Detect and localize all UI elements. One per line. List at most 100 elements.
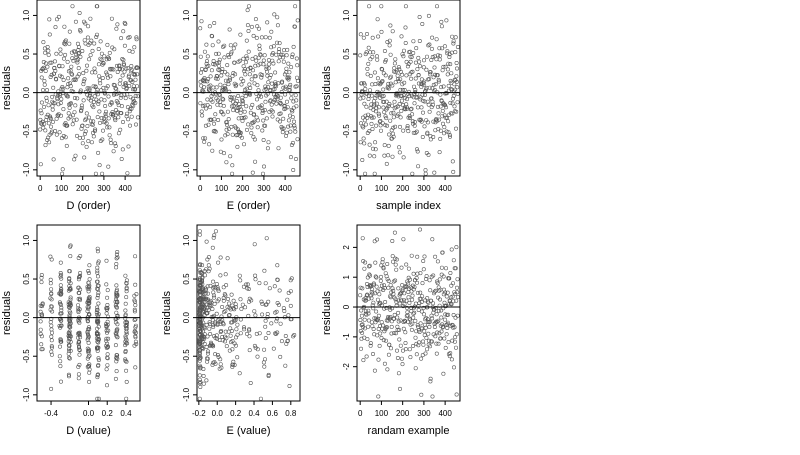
- data-point: [419, 356, 424, 361]
- data-point: [82, 38, 87, 43]
- data-point: [124, 379, 129, 384]
- data-point: [283, 363, 288, 368]
- x-tick-label: 0: [358, 409, 363, 418]
- data-point: [231, 298, 236, 303]
- data-point: [397, 386, 402, 391]
- data-point: [95, 265, 100, 270]
- data-point: [437, 53, 442, 58]
- data-point: [374, 284, 379, 289]
- data-point: [252, 343, 257, 348]
- data-point: [77, 275, 82, 280]
- data-point: [438, 104, 443, 109]
- data-point: [61, 78, 66, 83]
- data-point: [210, 34, 215, 39]
- data-point: [52, 101, 57, 106]
- data-point: [92, 129, 97, 134]
- data-point: [395, 315, 400, 320]
- x-tick-label: 0: [198, 184, 203, 193]
- data-point: [295, 78, 300, 83]
- data-point: [266, 58, 271, 63]
- data-point: [38, 331, 43, 336]
- data-point: [404, 59, 409, 64]
- data-point: [394, 257, 399, 262]
- data-point: [399, 265, 404, 270]
- data-point: [114, 369, 119, 374]
- data-point: [360, 89, 365, 94]
- data-point: [279, 52, 284, 57]
- data-point: [123, 96, 128, 101]
- data-point: [210, 43, 215, 48]
- data-point: [114, 292, 119, 297]
- data-point: [58, 379, 63, 384]
- data-point: [121, 120, 126, 125]
- data-point: [50, 94, 55, 99]
- data-point: [68, 243, 73, 248]
- data-point: [133, 282, 138, 287]
- data-point: [440, 68, 445, 73]
- data-point: [76, 255, 81, 260]
- data-point: [374, 54, 379, 59]
- data-point: [215, 322, 220, 327]
- data-point: [367, 264, 372, 269]
- data-point: [90, 70, 95, 75]
- data-point: [370, 291, 375, 296]
- data-point: [47, 17, 52, 22]
- data-point: [370, 351, 375, 356]
- data-point: [202, 139, 207, 144]
- data-point: [415, 271, 420, 276]
- data-point: [223, 293, 228, 298]
- data-point: [105, 305, 110, 310]
- data-point: [109, 16, 114, 21]
- data-point: [358, 293, 363, 298]
- data-point: [197, 356, 202, 361]
- data-point: [113, 118, 118, 123]
- data-point: [91, 119, 96, 124]
- data-point: [386, 86, 391, 91]
- data-point: [47, 32, 52, 37]
- y-tick-label: -0.5: [22, 124, 31, 138]
- data-point: [388, 52, 393, 57]
- data-point: [379, 283, 384, 288]
- y-tick-label: 0.0: [22, 87, 31, 99]
- data-point: [361, 95, 366, 100]
- data-point: [105, 295, 110, 300]
- data-point: [286, 118, 291, 123]
- data-point: [237, 273, 242, 278]
- y-tick-label: 1: [342, 274, 351, 279]
- data-point: [229, 124, 234, 129]
- x-tick-label: 300: [417, 184, 431, 193]
- data-point: [422, 79, 427, 84]
- data-point: [410, 293, 415, 298]
- data-point: [76, 341, 81, 346]
- data-point: [444, 129, 449, 134]
- data-point: [206, 263, 211, 268]
- data-point: [74, 117, 79, 122]
- data-point: [275, 117, 280, 122]
- y-tick-label: 0.5: [182, 273, 191, 285]
- data-point: [450, 111, 455, 116]
- data-point: [453, 35, 458, 40]
- data-point: [387, 132, 392, 137]
- data-point: [421, 58, 426, 63]
- data-point: [430, 301, 435, 306]
- data-point: [68, 339, 73, 344]
- data-point: [81, 135, 86, 140]
- data-point: [400, 287, 405, 292]
- data-point: [54, 51, 59, 56]
- data-point: [371, 50, 376, 55]
- data-point: [245, 8, 250, 13]
- data-point: [452, 325, 457, 330]
- y-tick-label: -0.5: [182, 124, 191, 138]
- data-point: [368, 106, 373, 111]
- data-point: [48, 281, 53, 286]
- data-point: [435, 259, 440, 264]
- data-point: [396, 371, 401, 376]
- data-point: [68, 310, 73, 315]
- data-point: [377, 323, 382, 328]
- data-point: [106, 344, 111, 349]
- y-tick-label: 0: [342, 304, 351, 309]
- data-point: [77, 72, 82, 77]
- data-point: [199, 304, 204, 309]
- data-point: [267, 35, 272, 40]
- data-point: [369, 296, 374, 301]
